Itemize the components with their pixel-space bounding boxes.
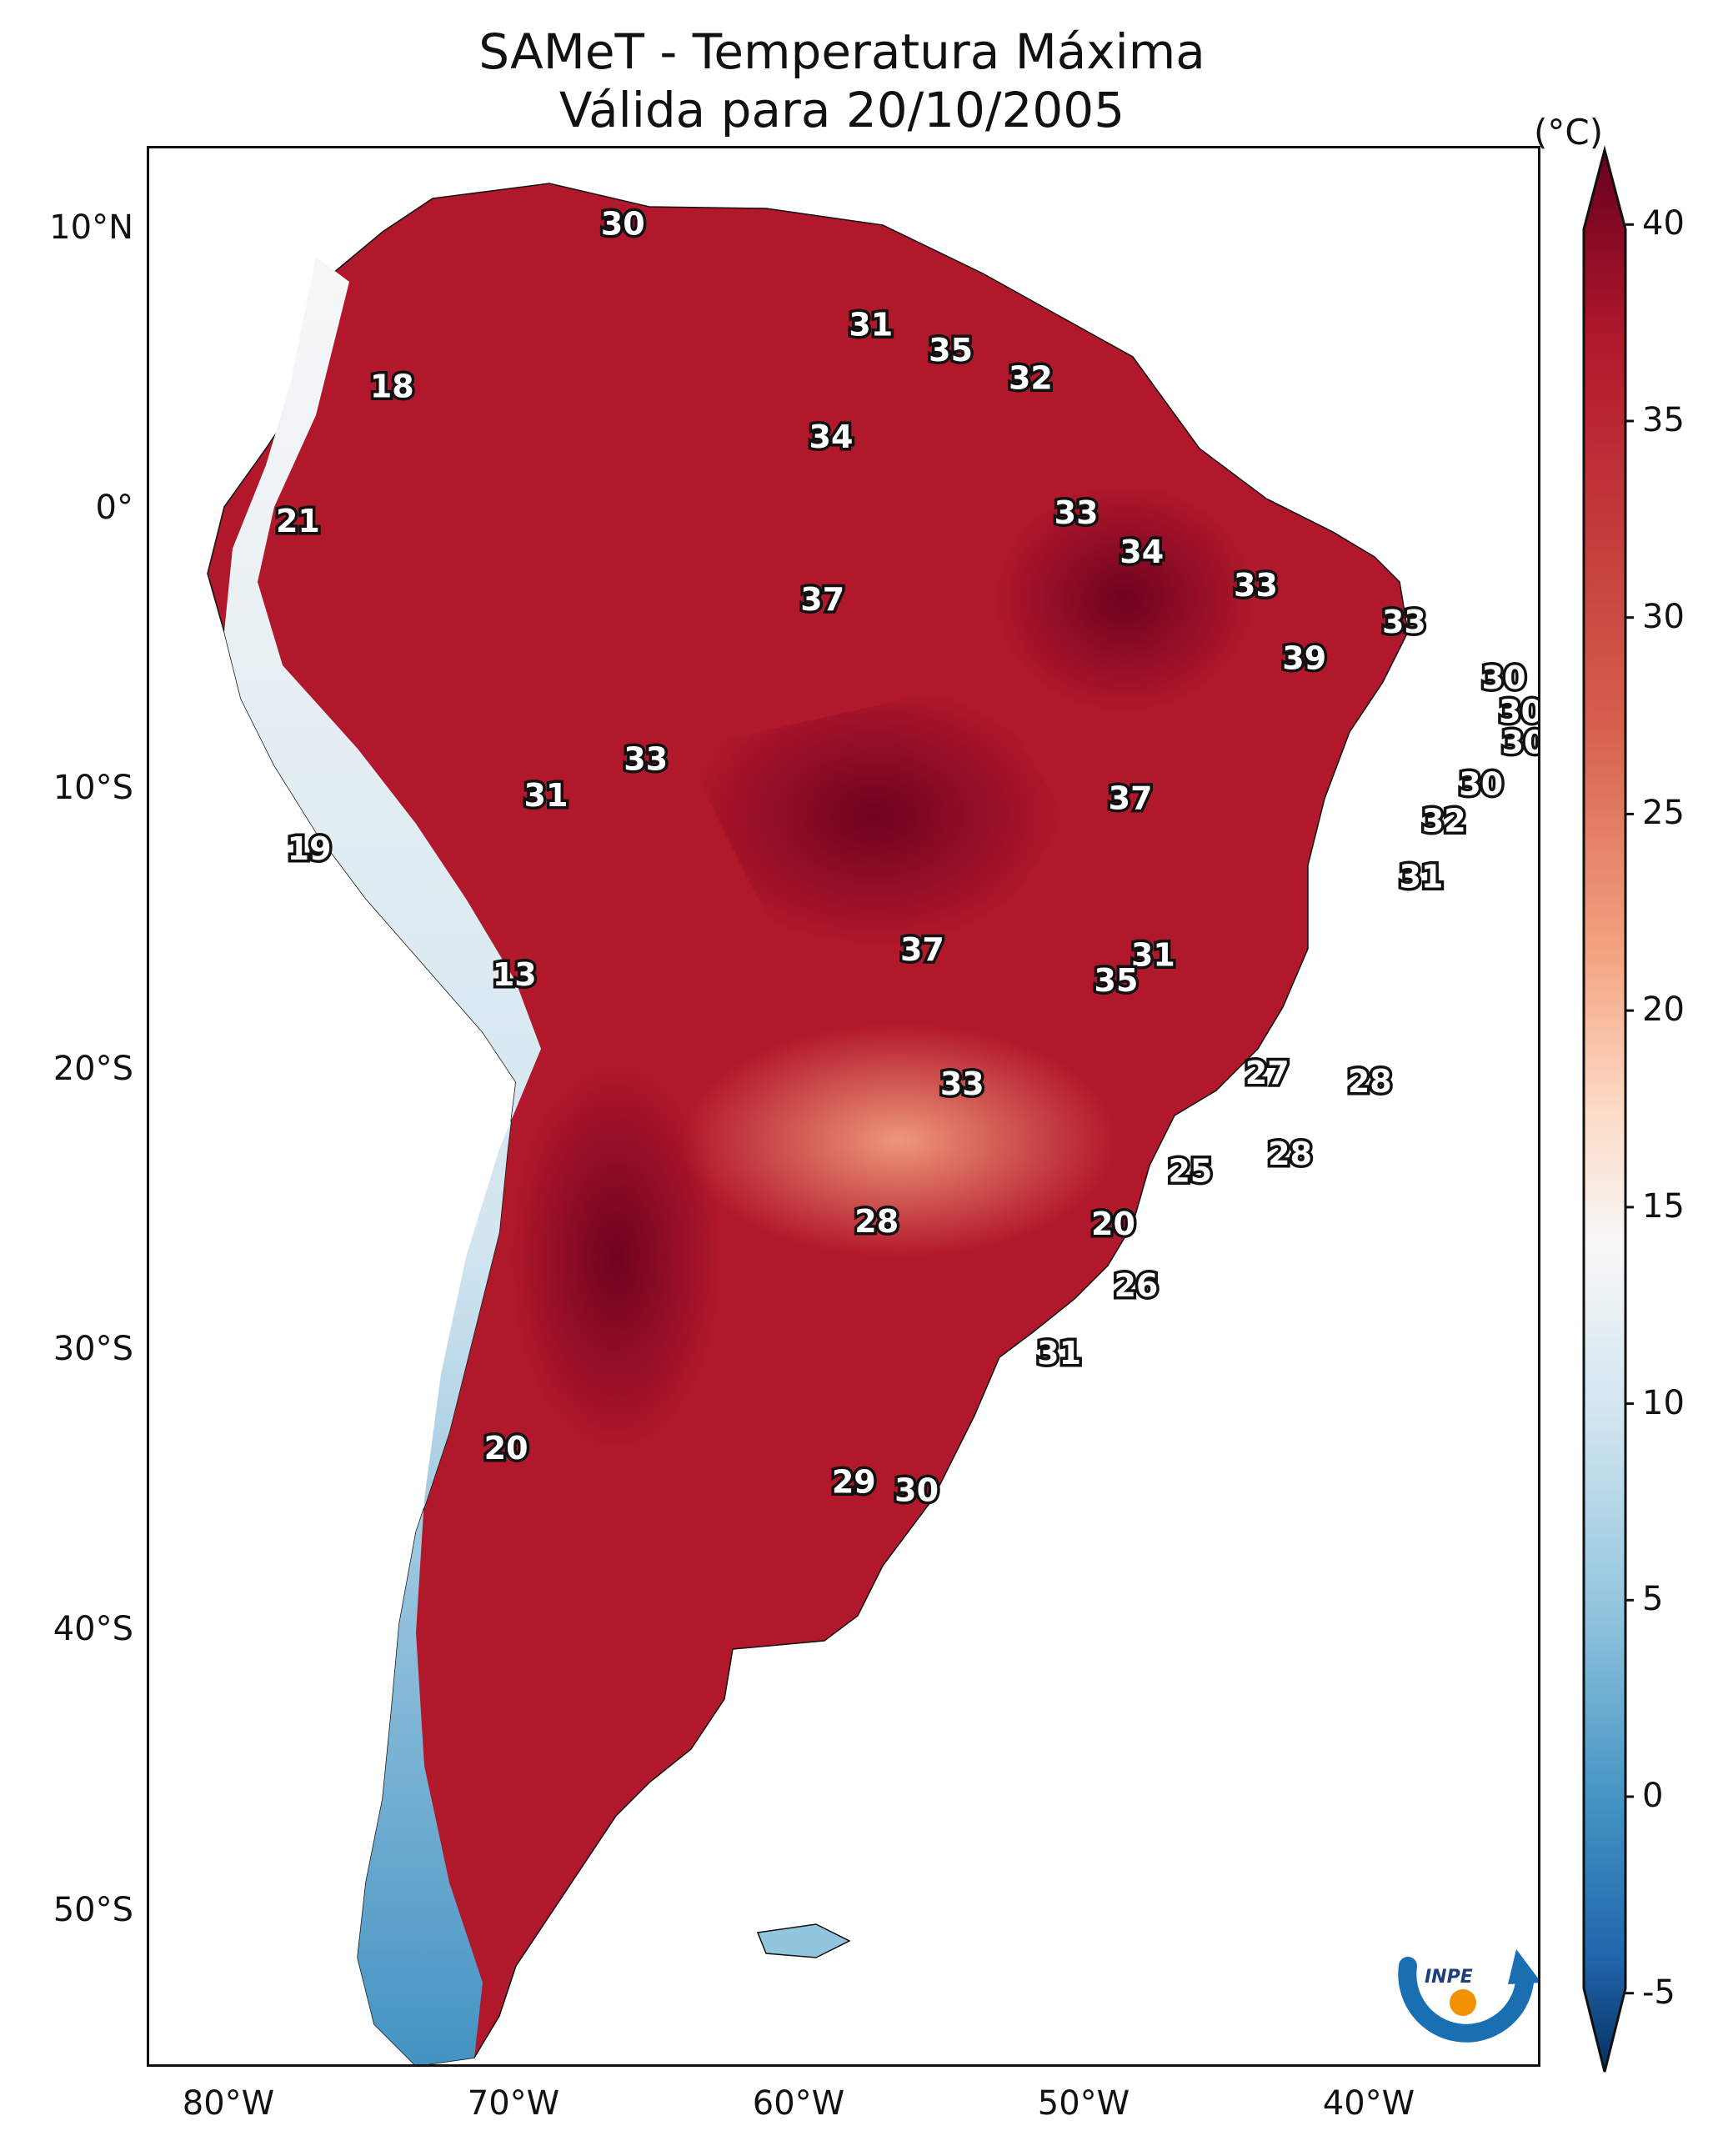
- point-value-label: 30: [1502, 724, 1538, 760]
- colorbar-body: [1582, 146, 1627, 2073]
- point-value-label: 34: [1119, 534, 1164, 570]
- point-value-label: 34: [809, 419, 854, 455]
- point-value-label: 31: [1131, 937, 1175, 974]
- point-value-label: 31: [524, 777, 568, 814]
- lat-label-30s: 30°S: [53, 1330, 133, 1368]
- inpe-logo-arrow: [1508, 1949, 1538, 1984]
- point-value-label: 35: [1094, 962, 1139, 999]
- colorbar: [1582, 146, 1634, 2073]
- temperature-map: 3018213135323433343733333930303033313730…: [207, 183, 1538, 2064]
- point-value-label: 37: [1109, 780, 1153, 817]
- continent-land: [207, 183, 1409, 2064]
- point-value-label: 20: [484, 1430, 528, 1467]
- colorbar-tick-label: 25: [1642, 794, 1685, 833]
- point-value-label: 20: [1091, 1206, 1135, 1242]
- lon-label-80w: 80°W: [182, 2084, 275, 2123]
- point-value-label: 37: [900, 931, 944, 968]
- colorbar-tick-label: 30: [1642, 597, 1685, 636]
- inpe-logo-dot: [1450, 1989, 1476, 2016]
- hot-brazil-core: [683, 682, 1066, 949]
- point-value-label: 32: [1009, 360, 1053, 397]
- point-value-label: 33: [1054, 494, 1099, 531]
- point-value-label: 19: [288, 830, 332, 867]
- cool-southeast-zone: [683, 1024, 1116, 1257]
- hot-northeast-core: [991, 482, 1258, 715]
- point-value-label: 39: [1282, 640, 1326, 677]
- colorbar-tick-label: 15: [1642, 1186, 1685, 1226]
- point-value-label: 30: [1482, 659, 1526, 696]
- lon-label-40w: 40°W: [1322, 2084, 1415, 2123]
- point-value-label: 35: [929, 332, 973, 369]
- colorbar-tick-label: 0: [1642, 1777, 1664, 1815]
- point-value-label: 27: [1245, 1055, 1290, 1091]
- point-value-label: 33: [624, 741, 668, 778]
- point-value-label: 21: [276, 503, 320, 539]
- lat-label-40s: 40°S: [53, 1610, 133, 1648]
- inpe-logo-text: INPE: [1425, 1967, 1473, 1988]
- point-value-label: 25: [1168, 1152, 1212, 1189]
- point-value-label: 28: [854, 1203, 899, 1240]
- point-value-label: 33: [1382, 604, 1426, 640]
- colorbar-tick-label: 35: [1642, 401, 1685, 439]
- lon-label-60w: 60°W: [752, 2084, 845, 2123]
- map-subtitle: Válida para 20/10/2005: [558, 82, 1125, 138]
- falkland-islands: [756, 1923, 851, 1958]
- lat-label-20s: 20°S: [53, 1050, 133, 1088]
- point-value-label: 18: [370, 369, 414, 405]
- point-value-label: 33: [1234, 567, 1278, 604]
- point-value-label: 26: [1114, 1267, 1158, 1304]
- colorbar-unit: (°C): [1534, 112, 1604, 153]
- point-values: 3018213135323433343733333930303033313730…: [273, 203, 1538, 1512]
- hot-chaco-core: [508, 1057, 724, 1457]
- colorbar-tick-label: -5: [1642, 1973, 1675, 2012]
- point-value-label: 37: [800, 581, 844, 618]
- inpe-logo: INPE: [1398, 1949, 1538, 2043]
- point-value-label: 31: [1037, 1335, 1081, 1371]
- lat-label-10s: 10°S: [53, 769, 133, 807]
- lat-label-0: 0°: [95, 489, 133, 527]
- andes-cold-band: [224, 257, 541, 2064]
- colorbar-tick-label: 5: [1642, 1580, 1664, 1619]
- lon-label-50w: 50°W: [1037, 2084, 1130, 2123]
- point-value-label: 29: [832, 1463, 876, 1500]
- point-value-label: 28: [1268, 1136, 1312, 1172]
- point-value-label: 13: [493, 956, 537, 993]
- lat-label-50s: 50°S: [53, 1891, 133, 1929]
- colorbar-ticks: [1625, 223, 1634, 1995]
- point-value-label: 30: [601, 206, 645, 243]
- map-area: 3018213135323433343733333930303033313730…: [147, 146, 1540, 2067]
- point-value-label: 30: [1499, 693, 1538, 730]
- inpe-logo-arc: [1398, 1957, 1534, 2043]
- colorbar-tick-label: 40: [1642, 204, 1685, 243]
- point-value-label: 30: [1459, 766, 1503, 803]
- point-value-label: 32: [1422, 802, 1466, 839]
- colorbar-tick-label: 10: [1642, 1383, 1685, 1422]
- colorbar-tick-label: 20: [1642, 990, 1685, 1030]
- map-title: SAMeT - Temperatura Máxima: [478, 23, 1205, 80]
- lon-label-70w: 70°W: [467, 2084, 560, 2123]
- point-value-label: 33: [940, 1065, 984, 1102]
- point-value-label: 31: [1399, 859, 1443, 895]
- point-value-label: 28: [1348, 1063, 1392, 1100]
- point-value-label: 30: [894, 1472, 939, 1508]
- point-value-label: 31: [849, 307, 893, 343]
- lat-label-10n: 10°N: [49, 208, 133, 247]
